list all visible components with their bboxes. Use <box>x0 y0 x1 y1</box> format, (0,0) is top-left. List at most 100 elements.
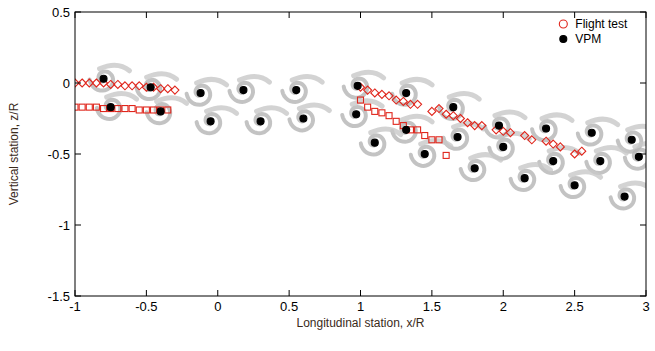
point <box>107 104 114 111</box>
point <box>143 107 149 113</box>
x-axis-title: Longitudinal station, x/R <box>296 316 424 330</box>
x-tick-label: 2 <box>500 299 507 314</box>
plot-area <box>75 65 646 208</box>
wake-swirl <box>411 147 435 166</box>
point <box>628 136 635 143</box>
x-tick-label: 0 <box>214 299 221 314</box>
point <box>86 104 92 110</box>
y-tick-right <box>640 296 646 297</box>
point <box>257 118 264 125</box>
wake-swirl <box>342 107 366 126</box>
point <box>358 97 364 103</box>
series-2 <box>100 75 642 200</box>
point <box>478 122 486 130</box>
wake-sheet <box>588 119 618 125</box>
wake-swirl <box>578 125 602 144</box>
wake-sheet <box>207 108 237 114</box>
point <box>403 89 410 96</box>
point <box>147 84 154 91</box>
x-tick-label: -0.5 <box>135 299 157 314</box>
wake-visualization <box>90 65 646 208</box>
x-tick-top <box>360 12 361 18</box>
point <box>543 125 550 132</box>
x-tick-label: 3 <box>642 299 649 314</box>
x-tick-label: 1 <box>357 299 364 314</box>
point <box>136 107 142 113</box>
x-tick <box>217 290 218 296</box>
wake-sheet <box>635 143 646 149</box>
x-tick-top <box>646 12 647 18</box>
y-tick-right <box>640 83 646 84</box>
point <box>354 82 361 89</box>
y-tick-label: 0.5 <box>52 5 70 20</box>
wake-swirl <box>197 114 221 133</box>
y-tick <box>75 296 81 297</box>
point <box>556 143 564 151</box>
wake-swirl <box>611 189 635 208</box>
point <box>550 158 557 165</box>
point <box>100 75 107 82</box>
point <box>93 104 99 110</box>
point <box>442 110 450 118</box>
wake-sheet <box>299 105 329 111</box>
point <box>115 106 121 112</box>
wake-sheet <box>521 165 551 171</box>
wake-sheet <box>628 126 646 132</box>
x-tick-top <box>146 12 147 18</box>
point <box>365 104 371 110</box>
wake-sheet <box>402 79 432 85</box>
point <box>371 139 378 146</box>
chart: -1-0.500.511.522.53-1.5-1-0.500.5Longitu… <box>0 0 655 351</box>
wake-swirl <box>282 83 306 102</box>
wake-swirl <box>147 104 171 123</box>
y-tick-right <box>640 12 646 13</box>
wake-sheet <box>449 94 479 100</box>
wake-sheet <box>147 74 177 80</box>
y-tick-right <box>640 154 646 155</box>
wake-sheet <box>157 98 187 104</box>
legend-symbol <box>559 20 567 28</box>
point <box>300 115 307 122</box>
x-tick <box>289 290 290 296</box>
series-1 <box>75 97 449 158</box>
point <box>135 82 143 90</box>
point <box>79 104 85 110</box>
y-tick-right <box>640 225 646 226</box>
point <box>371 89 379 97</box>
wake-sheet <box>471 155 501 161</box>
wake-sheet <box>596 148 626 154</box>
point <box>164 85 172 93</box>
y-tick-label: -1 <box>58 218 70 233</box>
wake-sheet <box>292 77 322 83</box>
wake-swirl <box>289 111 313 130</box>
point <box>414 100 422 108</box>
point <box>588 129 595 136</box>
legend-label: Flight test <box>575 17 628 31</box>
point <box>500 143 507 150</box>
y-tick-label: -0.5 <box>48 147 70 162</box>
x-tick-top <box>217 12 218 18</box>
wake-sheet <box>239 77 269 83</box>
point <box>450 104 457 111</box>
wake-swirl <box>532 121 556 140</box>
series-0 <box>75 79 586 158</box>
point <box>436 137 442 143</box>
x-tick-label: -1 <box>69 299 81 314</box>
point <box>443 152 449 158</box>
point <box>435 105 443 113</box>
x-tick <box>360 290 361 296</box>
point <box>578 147 586 155</box>
point <box>403 126 410 133</box>
point <box>393 118 399 124</box>
point <box>471 165 478 172</box>
point <box>129 106 135 112</box>
wake-swirl <box>625 150 646 169</box>
point <box>421 151 428 158</box>
wake-swirl <box>361 135 385 154</box>
x-tick <box>503 290 504 296</box>
point <box>101 106 107 112</box>
point <box>597 158 604 165</box>
point <box>171 86 179 94</box>
wake-sheet <box>354 72 384 78</box>
wake-swirl <box>511 171 535 190</box>
